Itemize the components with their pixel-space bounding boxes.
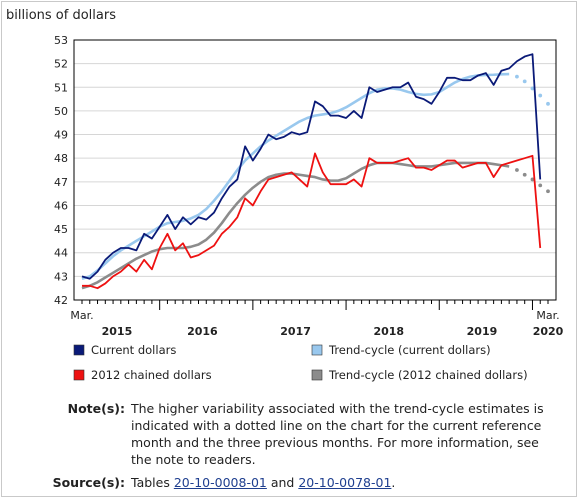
dotted-point-trend_chained: [515, 168, 519, 172]
dotted-point-trend_chained: [538, 183, 543, 188]
x-year-label: 2017: [280, 325, 311, 338]
x-start-month-label: Mar.: [70, 309, 93, 322]
x-year-label: 2015: [102, 325, 133, 338]
source-suffix: .: [391, 475, 396, 490]
dotted-point-trend_chained: [546, 189, 550, 194]
series-line-chained: [82, 152, 542, 290]
x-end-month-label: Mar.: [536, 309, 559, 322]
note-text: The higher variability associated with t…: [131, 401, 544, 467]
y-tick-label: 51: [54, 81, 68, 94]
legend-swatch-current: [73, 344, 85, 356]
y-tick-label: 50: [54, 105, 68, 118]
x-year-label: 2016: [187, 325, 218, 338]
source-link-20-10-0078-01[interactable]: 20-10-0078-01: [298, 475, 392, 490]
source-prefix: Tables: [131, 475, 174, 490]
y-tick-label: 53: [54, 34, 68, 47]
legend-swatch-chained: [73, 369, 85, 381]
gridlines: [74, 39, 556, 301]
dotted-point-trend_chained: [522, 172, 527, 177]
y-tick-label: 46: [54, 199, 68, 212]
legend-swatch-trend_chained: [311, 369, 323, 381]
source-label: Source(s):: [52, 475, 125, 490]
y-tick-label: 48: [54, 152, 68, 165]
dotted-point-trend_current: [530, 86, 535, 91]
legend-label-trend_current: Trend-cycle (current dollars): [328, 343, 491, 357]
dotted-point-trend_current: [538, 93, 543, 98]
legend-swatch-trend_current: [311, 344, 323, 356]
source-link-20-10-0008-01[interactable]: 20-10-0008-01: [173, 475, 267, 490]
dotted-point-trend_current: [546, 101, 550, 106]
y-axis-unit-label: billions of dollars: [6, 8, 116, 23]
x-year-label: 2019: [467, 325, 498, 338]
series-lines: [81, 53, 550, 290]
y-tick-label: 43: [54, 270, 68, 283]
y-tick-label: 49: [54, 129, 68, 142]
dotted-point-trend_current: [522, 79, 527, 84]
legend-label-trend_chained: Trend-cycle (2012 chained dollars): [328, 368, 528, 382]
y-tick-label: 44: [54, 247, 68, 260]
series-line-current: [81, 53, 542, 280]
y-tick-label: 47: [54, 176, 68, 189]
x-year-label: 2018: [373, 325, 404, 338]
y-tick-label: 42: [54, 294, 68, 307]
y-tick-label: 52: [54, 58, 68, 71]
legend: Current dollars Trend-cycle (current doll…: [73, 343, 528, 382]
line-chart: billions of dollars 42 43 44 45 46 47 48 49 50 51…: [6, 8, 564, 382]
dotted-point-trend_current: [515, 74, 519, 79]
legend-label-current: Current dollars: [91, 343, 176, 357]
note-label: Note(s):: [67, 401, 125, 416]
source-and: and: [266, 475, 299, 490]
dotted-point-trend_chained: [530, 177, 535, 182]
legend-label-chained: 2012 chained dollars: [91, 368, 212, 382]
source-text: Tables 20-10-0008-01 and 20-10-0078-01.: [131, 474, 556, 491]
plot-border: [73, 39, 557, 301]
y-tick-label: 45: [54, 223, 68, 236]
axes: 42 43 44 45 46 47 48 49 50 51 52 53 Mar. Mar. 2015 2016…: [54, 34, 564, 338]
x-year-label: 2020: [533, 325, 564, 338]
